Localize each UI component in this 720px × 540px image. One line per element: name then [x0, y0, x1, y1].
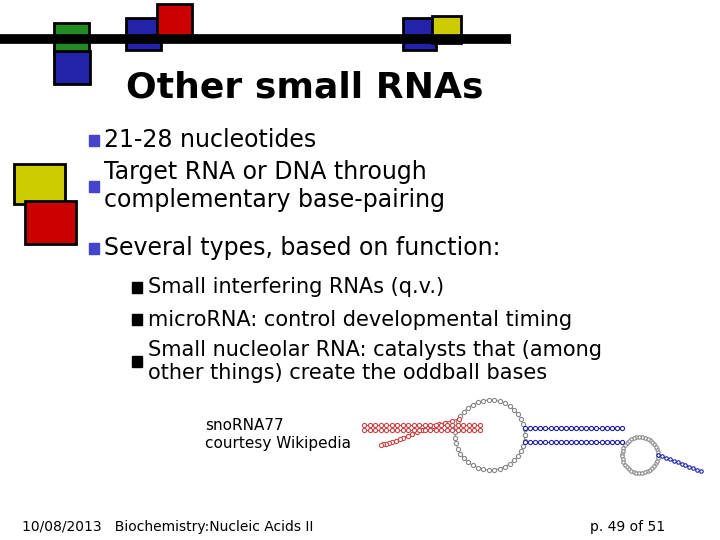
Text: 21-28 nucleotides: 21-28 nucleotides [104, 129, 317, 152]
Text: microRNA: control developmental timing: microRNA: control developmental timing [148, 309, 572, 330]
Bar [89, 135, 99, 146]
Text: Small interfering RNAs (q.v.): Small interfering RNAs (q.v.) [148, 277, 444, 298]
Text: Other small RNAs: Other small RNAs [126, 71, 484, 104]
Bar [25, 201, 76, 244]
Bar [89, 181, 99, 192]
Bar [132, 282, 142, 293]
Bar [157, 4, 192, 36]
Bar [432, 16, 461, 43]
Bar [14, 164, 65, 204]
Bar [89, 243, 99, 254]
Text: Target RNA or DNA through
complementary base-pairing: Target RNA or DNA through complementary … [104, 160, 446, 212]
Bar [54, 51, 90, 84]
Bar [126, 18, 161, 50]
Text: 10/08/2013   Biochemistry:Nucleic Acids II: 10/08/2013 Biochemistry:Nucleic Acids II [22, 519, 313, 534]
Bar [54, 23, 89, 54]
Text: Small nucleolar RNA: catalysts that (among
other things) create the oddball base: Small nucleolar RNA: catalysts that (amo… [148, 340, 602, 383]
Text: Several types, based on function:: Several types, based on function: [104, 237, 501, 260]
Text: p. 49 of 51: p. 49 of 51 [590, 519, 665, 534]
Bar [403, 18, 436, 50]
Bar [132, 314, 142, 325]
Text: snoRNA77
courtesy Wikipedia: snoRNA77 courtesy Wikipedia [205, 418, 351, 451]
Bar [132, 356, 142, 367]
